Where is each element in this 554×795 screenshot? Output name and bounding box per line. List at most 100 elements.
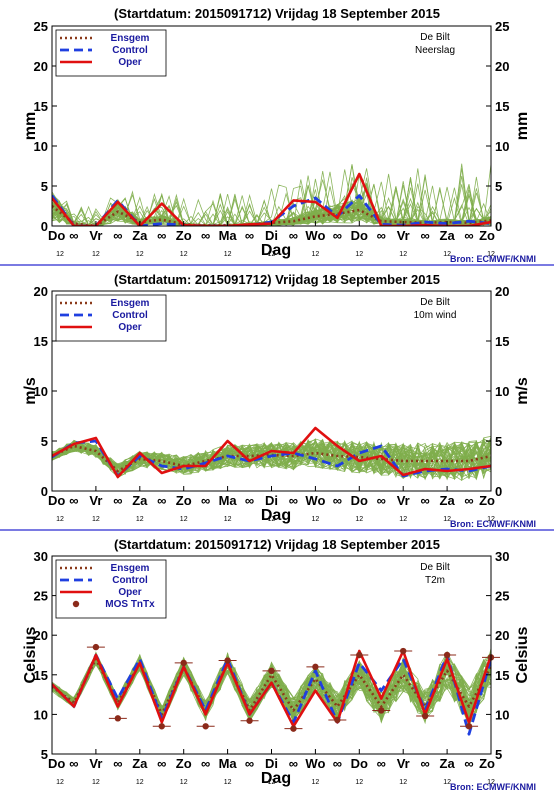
x-half-day-glyph: ∞ — [464, 756, 473, 771]
x-day-label: Vr — [89, 493, 102, 508]
legend-entry-ensgem: Ensgem — [111, 563, 150, 574]
x-half-day-glyph: ∞ — [201, 228, 210, 243]
legend-swatch-mos — [72, 600, 80, 608]
x-axis-label: Dag — [261, 770, 291, 787]
y-tick-label-right: 5 — [495, 434, 502, 449]
x-half-day-glyph: ∞ — [69, 756, 78, 771]
legend-box — [55, 29, 167, 77]
y-tick-label-left: 20 — [34, 628, 48, 643]
y-tick-label-left: 0 — [41, 484, 48, 499]
x-sub-tick-label: 12 — [355, 779, 363, 786]
x-half-day-glyph: ∞ — [157, 228, 166, 243]
y-tick-label-right: 20 — [495, 59, 509, 74]
x-half-day-glyph: ∞ — [201, 493, 210, 508]
mos-marker-point — [465, 723, 473, 730]
x-day-label: Wo — [305, 756, 325, 771]
legend-entry-control: Control — [112, 45, 148, 56]
x-sub-tick-label: 12 — [136, 516, 144, 523]
x-day-label: Do — [48, 228, 65, 243]
y-axis-label-right: Celsius — [514, 626, 531, 683]
x-half-day-glyph: ∞ — [245, 228, 254, 243]
x-sub-tick-label: 12 — [443, 516, 451, 523]
x-day-label: Za — [132, 756, 148, 771]
x-sub-tick-label: 12 — [268, 251, 276, 258]
x-day-label: Do — [48, 756, 65, 771]
y-tick-label-left: 5 — [41, 434, 48, 449]
y-tick-label-left: 25 — [34, 589, 48, 604]
mos-marker-point — [180, 659, 187, 667]
x-sub-tick-label: 12 — [399, 251, 407, 258]
y-axis-label-right: mm — [514, 112, 531, 140]
x-half-day-glyph: ∞ — [421, 228, 430, 243]
mos-marker-point — [290, 725, 297, 732]
ensemble-member-line — [52, 441, 491, 479]
x-sub-tick-label: 12 — [56, 779, 64, 786]
y-tick-label-left: 10 — [34, 384, 48, 399]
y-tick-label-left: 5 — [41, 747, 48, 762]
x-day-label: Wo — [305, 228, 325, 243]
x-day-label: Za — [132, 493, 148, 508]
x-half-day-glyph: ∞ — [377, 228, 386, 243]
mos-markers — [86, 643, 500, 732]
x-half-day-glyph: ∞ — [464, 493, 473, 508]
x-sub-tick-label: 12 — [268, 516, 276, 523]
x-sub-tick-label: 12 — [224, 779, 232, 786]
x-sub-tick-label: 12 — [399, 779, 407, 786]
variable-label: 10m wind — [414, 310, 457, 321]
mos-marker-point — [158, 723, 165, 730]
y-tick-label-right: 0 — [495, 484, 502, 499]
main-series — [52, 649, 491, 736]
x-sub-tick-label: 12 — [312, 779, 320, 786]
x-day-label: Vr — [89, 228, 102, 243]
x-day-label: Ma — [219, 228, 238, 243]
legend-entry-oper: Oper — [118, 587, 141, 598]
x-half-day-glyph: ∞ — [69, 228, 78, 243]
y-tick-label-right: 20 — [495, 284, 509, 299]
chart-title: (Startdatum: 2015091712) Vrijdag 18 Sept… — [114, 537, 440, 552]
x-half-day-glyph: ∞ — [333, 756, 342, 771]
mos-marker-point — [114, 715, 122, 722]
x-day-label: Di — [265, 756, 278, 771]
station-label: De Bilt — [420, 32, 450, 43]
x-day-label: Do — [351, 228, 368, 243]
y-tick-label-right: 15 — [495, 668, 509, 683]
mos-marker-point — [224, 657, 231, 664]
x-sub-tick-label: 12 — [399, 516, 407, 523]
y-tick-label-left: 30 — [34, 549, 48, 564]
ensemble-members — [52, 163, 491, 226]
y-tick-label-left: 20 — [34, 59, 48, 74]
x-day-label: Do — [48, 493, 65, 508]
precipitation-panel: (Startdatum: 2015091712) Vrijdag 18 Sept… — [0, 6, 554, 266]
y-tick-label-right: 10 — [495, 707, 509, 722]
x-sub-tick-label: 12 — [443, 779, 451, 786]
x-half-day-glyph: ∞ — [377, 756, 386, 771]
x-sub-tick-label: 12 — [312, 251, 320, 258]
x-sub-tick-label: 12 — [355, 251, 363, 258]
x-day-label: Zo — [176, 228, 192, 243]
y-tick-label-left: 5 — [41, 179, 48, 194]
y-tick-label-left: 10 — [34, 139, 48, 154]
x-sub-tick-label: 12 — [487, 779, 495, 786]
x-half-day-glyph: ∞ — [464, 228, 473, 243]
x-half-day-glyph: ∞ — [113, 493, 122, 508]
x-day-label: Do — [351, 493, 368, 508]
x-day-label: Vr — [397, 228, 410, 243]
y-tick-label-right: 20 — [495, 628, 509, 643]
y-tick-label-right: 10 — [495, 139, 509, 154]
x-day-label: Di — [265, 228, 278, 243]
wind-panel: (Startdatum: 2015091712) Vrijdag 18 Sept… — [0, 272, 554, 531]
y-tick-label-right: 15 — [495, 99, 509, 114]
x-day-label: Vr — [397, 493, 410, 508]
legend-entry-control: Control — [112, 575, 148, 586]
ensemble-member-line — [52, 171, 491, 226]
x-sub-tick-label: 12 — [487, 251, 495, 258]
x-sub-tick-label: 12 — [224, 516, 232, 523]
y-tick-label-left: 15 — [34, 99, 48, 114]
x-day-label: Vr — [397, 756, 410, 771]
main-series — [52, 426, 491, 479]
x-sub-tick-label: 12 — [92, 779, 100, 786]
x-half-day-glyph: ∞ — [289, 493, 298, 508]
